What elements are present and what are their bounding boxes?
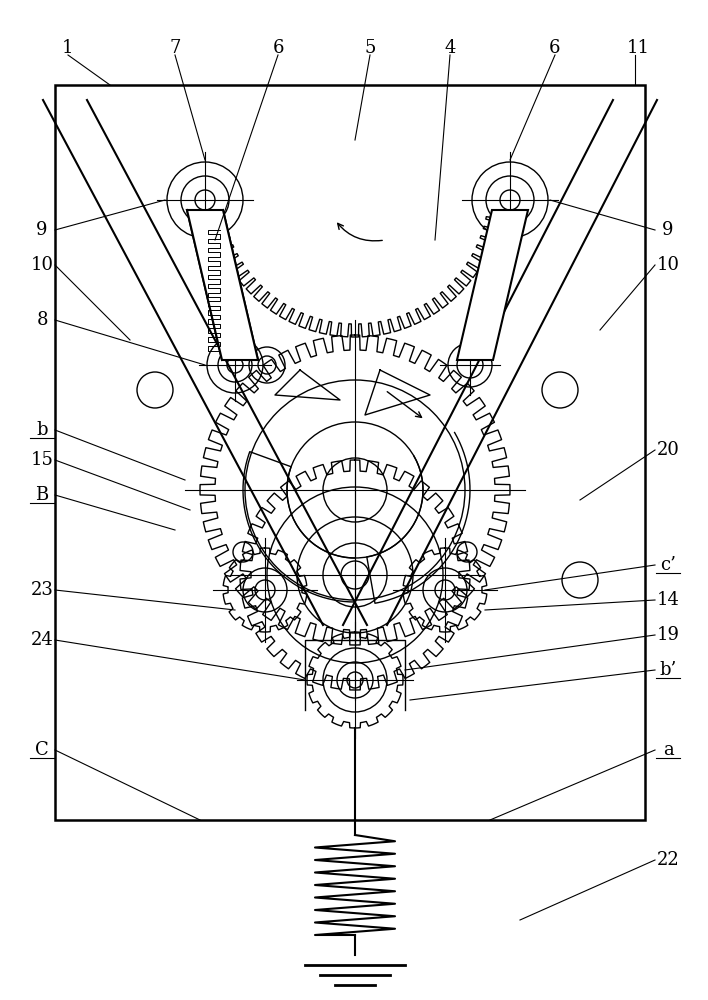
Text: 5: 5: [365, 39, 376, 57]
Text: 7: 7: [169, 39, 181, 57]
Text: 20: 20: [656, 441, 680, 459]
Text: 8: 8: [36, 311, 47, 329]
Text: 10: 10: [30, 256, 54, 274]
Text: 24: 24: [30, 631, 53, 649]
Text: 15: 15: [30, 451, 53, 469]
Text: B: B: [35, 486, 49, 504]
Text: 19: 19: [656, 626, 680, 644]
Text: 22: 22: [656, 851, 680, 869]
Text: 14: 14: [656, 591, 680, 609]
Text: a: a: [663, 741, 673, 759]
Polygon shape: [457, 210, 528, 360]
Text: b’: b’: [659, 661, 677, 679]
Text: 9: 9: [36, 221, 47, 239]
Text: 4: 4: [445, 39, 456, 57]
Text: 9: 9: [662, 221, 674, 239]
Text: 6: 6: [273, 39, 284, 57]
Text: 11: 11: [627, 39, 649, 57]
Text: 1: 1: [62, 39, 74, 57]
Text: 6: 6: [549, 39, 561, 57]
Text: 23: 23: [30, 581, 53, 599]
Bar: [55, 85, 645, 820]
Text: 10: 10: [656, 256, 680, 274]
Polygon shape: [187, 210, 258, 360]
Text: C: C: [35, 741, 49, 759]
Text: c’: c’: [660, 556, 676, 574]
Text: b: b: [36, 421, 47, 439]
